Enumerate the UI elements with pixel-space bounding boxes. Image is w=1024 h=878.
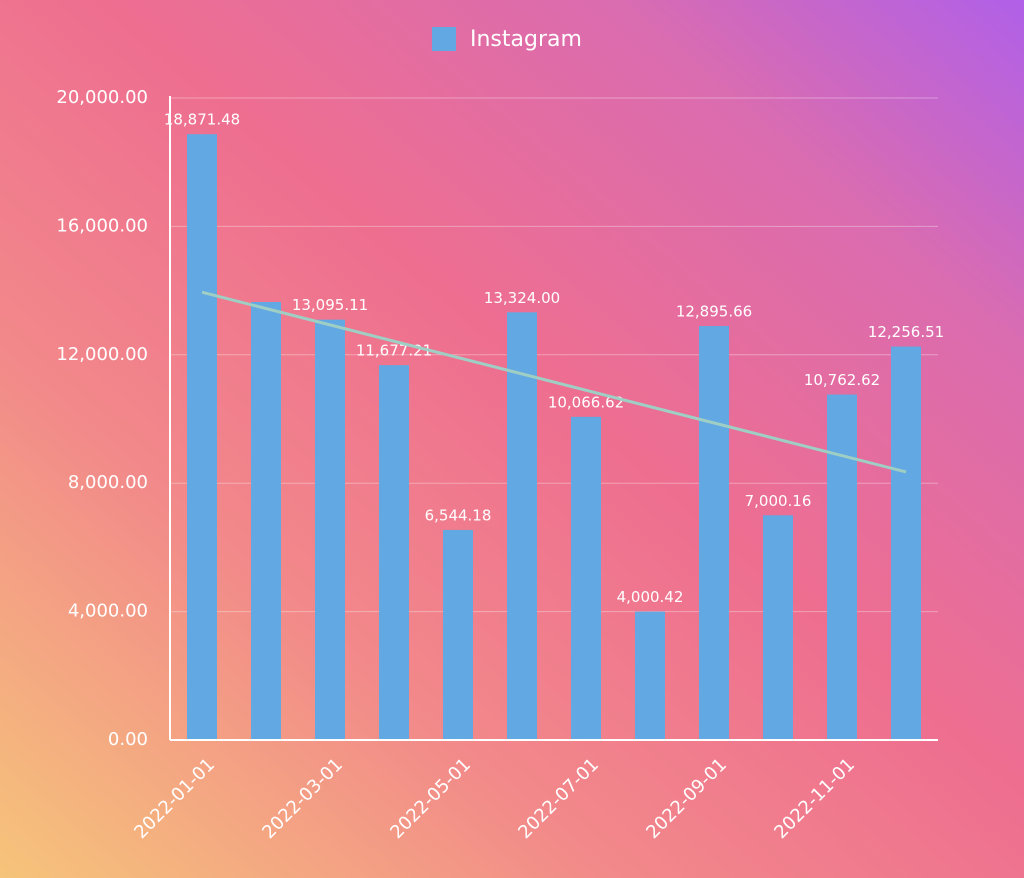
bar (827, 394, 857, 740)
data-label: 12,256.51 (868, 323, 944, 341)
bar (763, 515, 793, 740)
data-label: 13,095.11 (292, 296, 368, 314)
bar (379, 365, 409, 740)
y-tick-label: 16,000.00 (56, 215, 148, 236)
y-tick-label: 20,000.00 (56, 87, 148, 108)
bar (251, 301, 281, 740)
data-label: 7,000.16 (745, 492, 812, 510)
bar (891, 346, 921, 740)
data-label: 11,677.21 (356, 342, 432, 360)
trend-line (201, 290, 907, 474)
data-label: 13,324.00 (484, 289, 560, 307)
legend-label: Instagram (470, 27, 582, 52)
y-tick-label: 0.00 (108, 729, 148, 750)
bar (443, 529, 473, 740)
bar (571, 416, 601, 740)
y-tick-label: 8,000.00 (68, 472, 148, 493)
data-label: 12,895.66 (676, 303, 752, 321)
legend-swatch (432, 27, 456, 51)
bar (315, 319, 345, 740)
data-label: 10,066.62 (548, 393, 624, 411)
data-label: 4,000.42 (617, 588, 684, 606)
bar (699, 326, 729, 740)
bar (507, 312, 537, 740)
data-label: 10,762.62 (804, 371, 880, 389)
data-label: 6,544.18 (425, 506, 492, 524)
y-tick-label: 4,000.00 (68, 601, 148, 622)
bar (635, 611, 665, 740)
bar (187, 134, 217, 741)
data-label: 18,871.48 (164, 111, 240, 129)
y-tick-label: 12,000.00 (56, 344, 148, 365)
